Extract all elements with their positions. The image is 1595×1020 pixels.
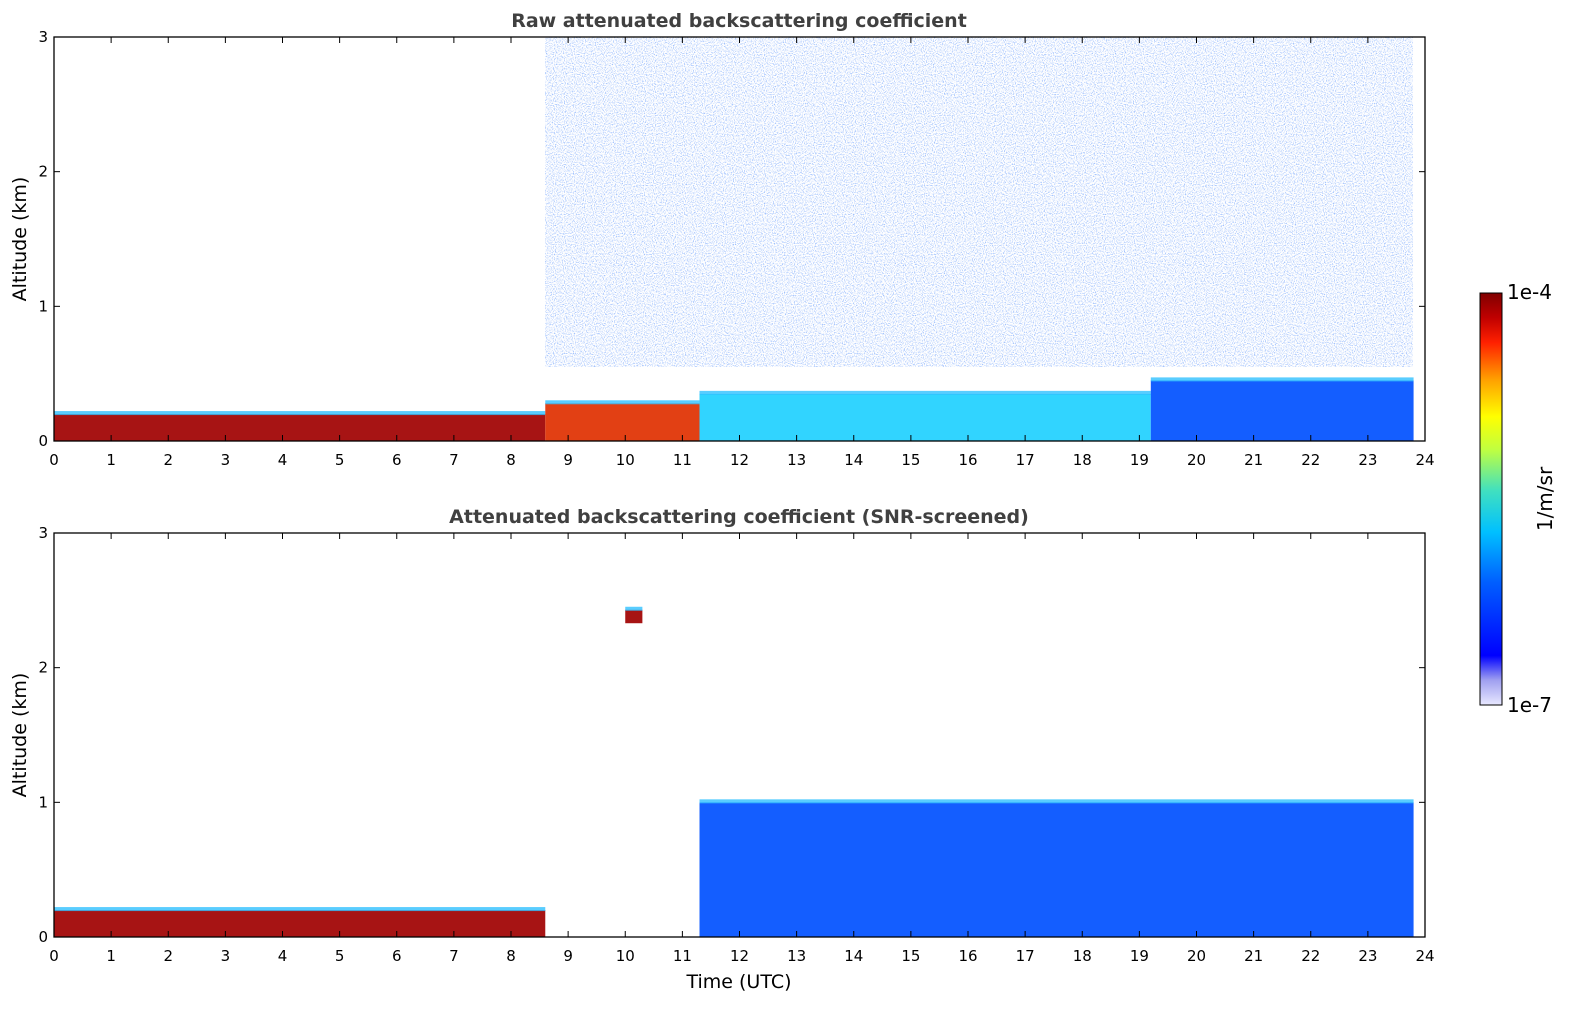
panel-screened-xtick-label: 2 — [163, 947, 173, 965]
panel-raw-xtick-label: 19 — [1130, 451, 1149, 469]
panel-raw-xtick-label: 9 — [563, 451, 573, 469]
panel-raw-xtick-label: 21 — [1244, 451, 1263, 469]
panel-raw: Raw attenuated backscattering coefficien… — [9, 10, 1435, 469]
panel-screened-xtick-label: 24 — [1415, 947, 1434, 965]
panel-screened-signal-region-edge — [699, 799, 1414, 804]
panel-screened-ylabel: Altitude (km) — [9, 673, 31, 798]
colorbar-max-label: 1e-4 — [1507, 280, 1552, 304]
panel-raw-plot — [53, 36, 1426, 442]
panel-raw-x-axis: 0 1 2 3 4 5 6 7 8 9 10 11 12 13 14 15 16 17 18 19 20 21 22 23 24 — [49, 37, 1435, 469]
panel-screened-y-axis: 0 1 2 3 — [38, 524, 1425, 946]
panel-screened-ytick-label: 1 — [38, 793, 48, 811]
panel-raw-xtick-label: 20 — [1187, 451, 1206, 469]
colorbar: 1e-4 1e-7 1/m/sr — [1479, 280, 1557, 717]
panel-raw-xtick-label: 12 — [730, 451, 749, 469]
panel-screened-title: Attenuated backscattering coefficient (S… — [449, 506, 1029, 528]
panel-screened-xtick-label: 9 — [563, 947, 573, 965]
panel-raw-signal-region-edge — [54, 411, 546, 416]
panel-screened-signal-region — [54, 910, 546, 937]
colorbar-min-label: 1e-7 — [1507, 693, 1552, 717]
panel-screened-xtick-label: 22 — [1301, 947, 1320, 965]
panel-screened-xlabel: Time (UTC) — [685, 971, 791, 993]
panel-screened-xtick-label: 14 — [844, 947, 863, 965]
panel-raw-xtick-label: 8 — [506, 451, 516, 469]
panel-raw-xtick-label: 23 — [1358, 451, 1377, 469]
panel-raw-signal-region — [545, 403, 700, 441]
panel-screened-xtick-label: 6 — [392, 947, 402, 965]
panel-screened-xtick-label: 1 — [106, 947, 116, 965]
panel-raw-signal-region-edge — [1150, 377, 1414, 382]
panel-screened-xtick-label: 8 — [506, 947, 516, 965]
panel-raw-ylabel: Altitude (km) — [9, 177, 31, 302]
panel-raw-ytick-label: 0 — [38, 432, 48, 450]
panel-raw-xtick-label: 10 — [616, 451, 635, 469]
panel-raw-xtick-label: 16 — [958, 451, 977, 469]
panel-raw-xtick-label: 22 — [1301, 451, 1320, 469]
panel-raw-ytick-label: 3 — [38, 28, 48, 46]
panel-raw-xtick-label: 13 — [787, 451, 806, 469]
panel-raw-xtick-label: 18 — [1073, 451, 1092, 469]
panel-raw-xtick-label: 24 — [1415, 451, 1434, 469]
panel-raw-xtick-label: 17 — [1016, 451, 1035, 469]
panel-screened-plot — [53, 532, 1426, 938]
panel-screened-xtick-label: 0 — [49, 947, 59, 965]
panel-screened-xtick-label: 13 — [787, 947, 806, 965]
panel-screened-xtick-label: 11 — [673, 947, 692, 965]
panel-raw-xtick-label: 7 — [449, 451, 459, 469]
panel-screened-xtick-label: 18 — [1073, 947, 1092, 965]
panel-screened-signal-region — [699, 802, 1414, 937]
colorbar-units-label: 1/m/sr — [1533, 466, 1557, 531]
panel-raw-xtick-label: 5 — [335, 451, 345, 469]
panel-raw-signal-region — [1150, 380, 1414, 441]
panel-raw-signal-region-edge — [545, 400, 700, 405]
panel-raw-xtick-label: 0 — [49, 451, 59, 469]
panel-screened-xtick-label: 16 — [958, 947, 977, 965]
panel-screened-signal-region-edge — [54, 907, 546, 912]
panel-raw-signal-region — [54, 414, 546, 441]
panel-screened-xtick-label: 21 — [1244, 947, 1263, 965]
panel-screened: Attenuated backscattering coefficient (S… — [9, 506, 1435, 993]
panel-screened-x-axis: 0 1 2 3 4 5 6 7 8 9 10 11 12 13 14 15 16 17 18 19 20 21 22 23 24 — [49, 533, 1435, 965]
panel-screened-xtick-label: 15 — [901, 947, 920, 965]
panel-screened-xtick-label: 4 — [278, 947, 288, 965]
panel-screened-xtick-label: 5 — [335, 947, 345, 965]
panel-raw-xtick-label: 2 — [163, 451, 173, 469]
panel-raw-signal-region — [699, 393, 1151, 441]
panel-raw-ytick-label: 2 — [38, 163, 48, 181]
panel-raw-xtick-label: 4 — [278, 451, 288, 469]
colorbar-gradient — [1479, 292, 1503, 706]
panel-raw-signal-region-edge — [699, 390, 1151, 395]
panel-screened-xtick-label: 3 — [221, 947, 231, 965]
panel-raw-xtick-label: 3 — [221, 451, 231, 469]
panel-screened-xtick-label: 17 — [1016, 947, 1035, 965]
panel-raw-xtick-label: 14 — [844, 451, 863, 469]
panel-screened-xtick-label: 10 — [616, 947, 635, 965]
panel-raw-xtick-label: 1 — [106, 451, 116, 469]
panel-screened-ytick-label: 3 — [38, 524, 48, 542]
panel-raw-title: Raw attenuated backscattering coefficien… — [511, 10, 967, 32]
panel-raw-noise-field — [545, 37, 1413, 367]
panel-raw-y-axis: 0 1 2 3 — [38, 28, 1425, 450]
panel-raw-xtick-label: 6 — [392, 451, 402, 469]
panel-screened-xtick-label: 7 — [449, 947, 459, 965]
panel-screened-ytick-label: 0 — [38, 928, 48, 946]
panel-screened-xtick-label: 23 — [1358, 947, 1377, 965]
panel-screened-ytick-label: 2 — [38, 659, 48, 677]
panel-raw-xtick-label: 15 — [901, 451, 920, 469]
panel-raw-xtick-label: 11 — [673, 451, 692, 469]
panel-screened-signal-region-edge — [625, 606, 643, 611]
panel-screened-xtick-label: 12 — [730, 947, 749, 965]
panel-raw-ytick-label: 1 — [38, 297, 48, 315]
panel-screened-signal-region — [625, 609, 643, 624]
panel-screened-xtick-label: 19 — [1130, 947, 1149, 965]
panel-screened-xtick-label: 20 — [1187, 947, 1206, 965]
